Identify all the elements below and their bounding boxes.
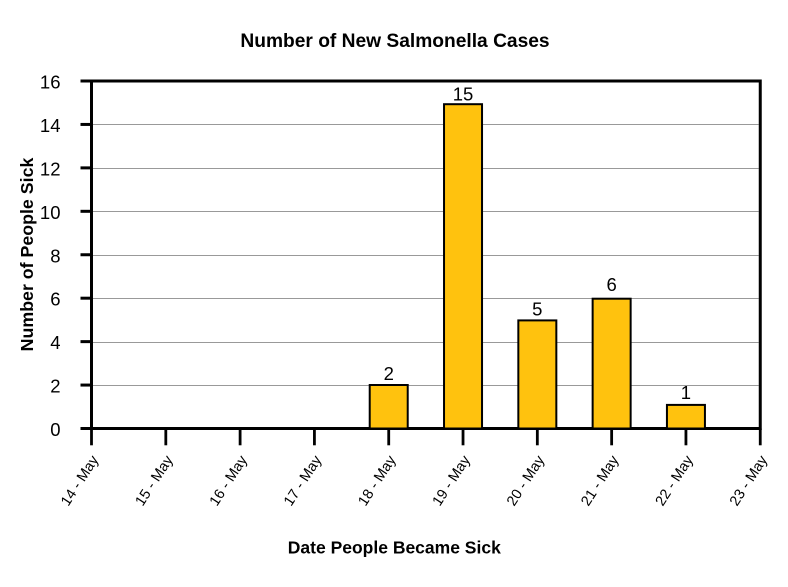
svg-text:12: 12 <box>40 158 61 179</box>
svg-text:4: 4 <box>50 332 60 353</box>
svg-text:Number of People Sick: Number of People Sick <box>17 158 37 352</box>
svg-text:15: 15 <box>453 84 474 105</box>
svg-text:2: 2 <box>50 376 60 397</box>
svg-text:8: 8 <box>50 245 60 266</box>
svg-text:14: 14 <box>40 115 61 136</box>
svg-text:Date People Became Sick: Date People Became Sick <box>288 538 501 558</box>
svg-text:Number of New Salmonella Cases: Number of New Salmonella Cases <box>240 31 549 52</box>
svg-text:6: 6 <box>606 274 616 295</box>
svg-text:16: 16 <box>40 72 61 93</box>
svg-text:5: 5 <box>532 299 542 320</box>
svg-text:1: 1 <box>681 382 691 403</box>
svg-text:0: 0 <box>50 419 60 440</box>
svg-text:10: 10 <box>40 202 61 223</box>
svg-text:6: 6 <box>50 289 60 310</box>
svg-text:2: 2 <box>384 363 394 384</box>
